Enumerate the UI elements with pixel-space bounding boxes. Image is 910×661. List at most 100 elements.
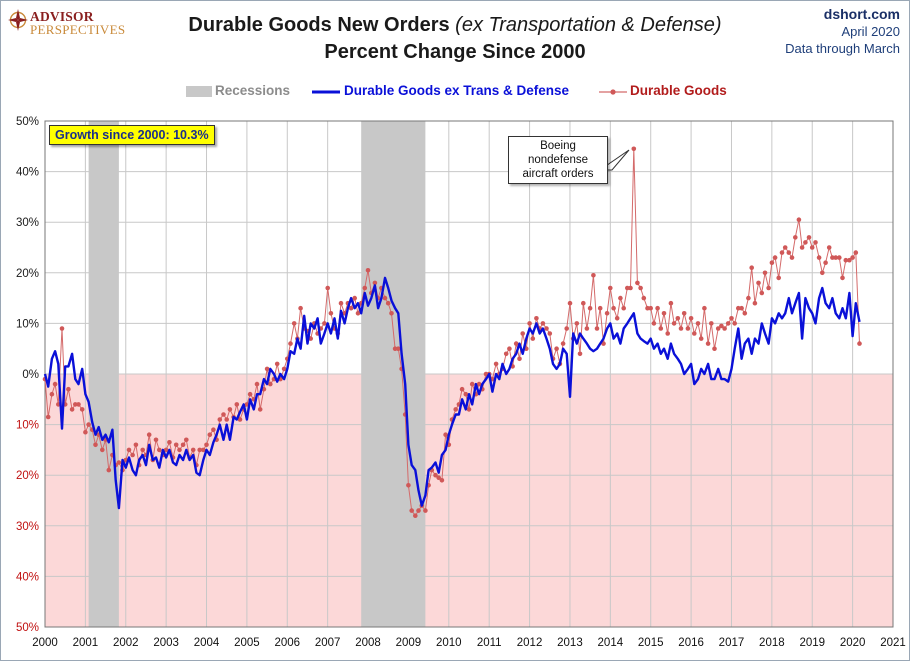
durable-goods-point — [73, 402, 78, 407]
durable-goods-point — [167, 440, 172, 445]
durable-goods-point — [772, 255, 778, 260]
durable-goods-point — [675, 316, 681, 321]
x-tick-label: 2018 — [759, 637, 785, 649]
durable-goods-point — [782, 245, 788, 250]
durable-goods-point — [153, 437, 159, 443]
durable-goods-point — [234, 402, 240, 407]
durable-goods-point — [423, 508, 428, 513]
y-tick-label: 50% — [16, 116, 39, 128]
durable-goods-point — [564, 326, 569, 331]
durable-goods-point — [668, 300, 674, 306]
durable-goods-point — [809, 245, 815, 250]
logo-line-1: ADVISOR — [30, 9, 94, 24]
source-site: dshort.com — [823, 6, 900, 22]
x-tick-label: 2016 — [678, 637, 704, 649]
durable-goods-point — [476, 381, 482, 387]
durable-goods-point — [385, 300, 391, 306]
durable-goods-point — [503, 351, 509, 357]
durable-goods-point — [268, 381, 273, 387]
x-tick-label: 2009 — [396, 637, 422, 649]
durable-goods-point — [59, 326, 65, 331]
durable-goods-point — [146, 432, 152, 438]
durable-goods-point — [355, 311, 361, 316]
durable-goods-point — [100, 447, 105, 453]
durable-goods-point — [759, 290, 765, 296]
durable-goods-point — [712, 346, 717, 352]
durable-goods-point — [688, 316, 694, 321]
y-tick-label: 40% — [16, 571, 39, 583]
x-tick-label: 2004 — [194, 637, 220, 649]
durable-goods-point — [614, 316, 620, 321]
durable-goods-point — [76, 402, 81, 407]
y-tick-label: 20% — [16, 268, 39, 280]
durable-goods-point — [742, 311, 748, 316]
durable-goods-point — [396, 346, 401, 352]
durable-goods-point — [274, 361, 280, 367]
legend-label-blue: Durable Goods ex Trans & Defense — [344, 83, 570, 98]
durable-goods-point — [207, 432, 213, 438]
durable-goods-point — [190, 447, 196, 453]
x-tick-label: 2003 — [153, 637, 179, 649]
durable-goods-point — [221, 412, 226, 417]
logo-line-2: PERSPECTIVES — [30, 22, 126, 37]
durable-goods-point — [709, 321, 714, 326]
x-tick-label: 2000 — [32, 637, 58, 649]
durable-goods-point — [45, 414, 51, 420]
durable-goods-point — [671, 321, 677, 326]
x-tick-label: 2001 — [73, 637, 99, 649]
durable-goods-point — [655, 305, 660, 311]
durable-goods-point — [433, 472, 438, 478]
durable-goods-point — [648, 305, 653, 311]
durable-goods-point — [692, 331, 697, 336]
boeing-callout: Boeing nondefense aircraft orders — [508, 136, 608, 184]
durable-goods-point — [389, 311, 394, 316]
x-tick-label: 2012 — [517, 637, 543, 649]
durable-goods-point — [52, 381, 58, 387]
title-line-2: Percent Change Since 2000 — [324, 41, 586, 63]
durable-goods-point — [698, 336, 704, 341]
durable-goods-point — [779, 250, 785, 255]
durable-goods-point — [493, 361, 499, 367]
durable-goods-point — [820, 270, 825, 276]
y-tick-label: 30% — [16, 521, 39, 533]
durable-goods-point — [163, 447, 169, 453]
durable-goods-point — [322, 321, 327, 326]
durable-goods-point — [469, 381, 475, 387]
durable-goods-point — [732, 321, 737, 326]
durable-goods-point — [584, 326, 590, 331]
durable-goods-point — [106, 467, 112, 473]
source-through: Data through March — [785, 41, 900, 56]
durable-goods-point — [466, 407, 472, 412]
durable-goods-point — [520, 331, 525, 336]
durable-goods-point — [513, 341, 519, 346]
durable-goods-point — [776, 275, 781, 281]
durable-goods-point — [631, 146, 637, 152]
durable-goods-point — [803, 240, 808, 245]
x-tick-label: 2006 — [274, 637, 300, 649]
growth-value: 10.3% — [173, 128, 209, 142]
durable-goods-point — [517, 356, 522, 362]
durable-goods-point — [746, 295, 751, 301]
durable-goods-point — [853, 250, 859, 255]
durable-goods-point — [157, 447, 162, 453]
durable-goods-point — [180, 442, 186, 448]
durable-goods-point — [352, 295, 358, 301]
y-tick-label: 10% — [16, 318, 39, 330]
x-tick-label: 2011 — [477, 637, 502, 649]
durable-goods-point — [722, 326, 727, 331]
durable-goods-point — [362, 285, 368, 291]
legend-swatch-recessions — [186, 86, 212, 97]
source-info: dshort.com April 2020 Data through March — [785, 6, 900, 57]
durable-goods-point — [453, 407, 459, 412]
durable-goods-point — [443, 432, 448, 438]
durable-goods-point — [93, 442, 98, 448]
durable-goods-point — [736, 305, 741, 311]
legend-label-recessions: Recessions — [215, 83, 291, 98]
durable-goods-point — [530, 336, 536, 341]
durable-goods-point — [826, 245, 832, 250]
durable-goods-point — [547, 331, 553, 336]
durable-goods-point — [695, 321, 701, 326]
durable-goods-point — [786, 250, 792, 255]
durable-goods-point — [133, 442, 139, 448]
durable-goods-point — [140, 447, 145, 453]
